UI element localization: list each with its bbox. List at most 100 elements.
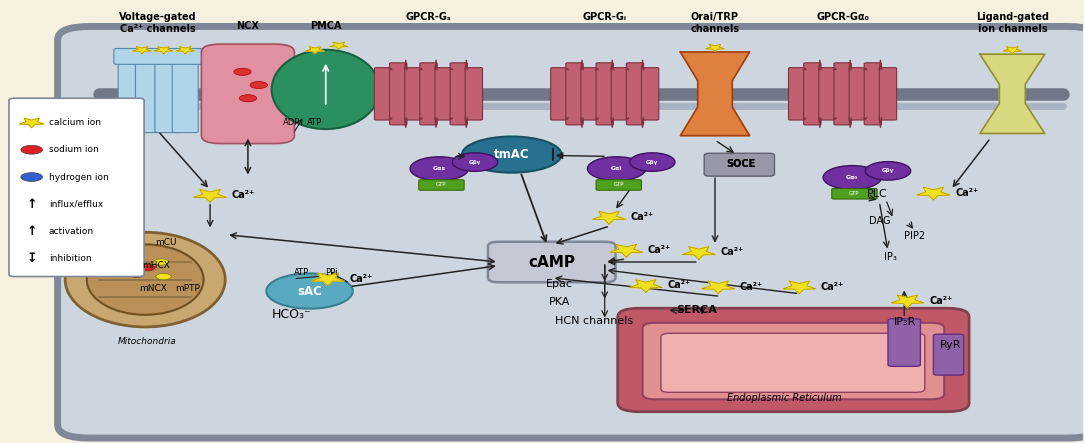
Text: IP₃: IP₃ <box>883 252 896 262</box>
Text: ↑: ↑ <box>26 198 37 211</box>
Circle shape <box>410 157 468 181</box>
Text: Epac: Epac <box>546 279 572 289</box>
Text: ↑: ↑ <box>26 225 37 238</box>
Text: Ca²⁺: Ca²⁺ <box>631 212 654 222</box>
Text: activation: activation <box>49 227 94 236</box>
FancyBboxPatch shape <box>118 55 144 132</box>
Text: Ligand-gated
ion channels: Ligand-gated ion channels <box>976 12 1049 34</box>
Text: SOCE: SOCE <box>726 159 756 169</box>
FancyBboxPatch shape <box>834 63 851 125</box>
Text: ATP: ATP <box>295 268 310 276</box>
Polygon shape <box>132 47 151 54</box>
Text: mCU: mCU <box>155 238 177 247</box>
Text: mHCX: mHCX <box>142 261 170 270</box>
Text: DAG: DAG <box>868 217 890 226</box>
FancyBboxPatch shape <box>879 68 896 120</box>
FancyBboxPatch shape <box>803 63 821 125</box>
FancyBboxPatch shape <box>418 180 464 190</box>
FancyBboxPatch shape <box>818 68 836 120</box>
Text: Ca²⁺: Ca²⁺ <box>929 296 953 306</box>
FancyBboxPatch shape <box>420 63 437 125</box>
Ellipse shape <box>87 245 204 315</box>
Circle shape <box>129 271 144 277</box>
Text: GTP: GTP <box>436 183 447 187</box>
Polygon shape <box>701 281 735 294</box>
Ellipse shape <box>65 232 225 327</box>
Text: SERCA: SERCA <box>676 305 717 315</box>
FancyBboxPatch shape <box>155 55 181 132</box>
Polygon shape <box>630 280 662 292</box>
Circle shape <box>121 258 137 264</box>
FancyBboxPatch shape <box>581 68 598 120</box>
FancyBboxPatch shape <box>9 98 144 276</box>
Polygon shape <box>154 47 172 54</box>
FancyBboxPatch shape <box>551 68 568 120</box>
Text: inhibition: inhibition <box>49 254 91 264</box>
FancyBboxPatch shape <box>389 63 406 125</box>
Text: sAC: sAC <box>297 284 322 298</box>
Text: Mitochondria: Mitochondria <box>118 337 177 346</box>
FancyBboxPatch shape <box>831 188 877 199</box>
FancyBboxPatch shape <box>57 27 1084 438</box>
FancyBboxPatch shape <box>933 334 964 375</box>
Text: Ca²⁺: Ca²⁺ <box>668 280 691 290</box>
Circle shape <box>823 166 881 189</box>
Text: Voltage-gated
Ca²⁺ channels: Voltage-gated Ca²⁺ channels <box>119 12 197 34</box>
Text: NCX: NCX <box>236 21 259 31</box>
Circle shape <box>140 264 155 271</box>
Circle shape <box>452 153 498 171</box>
Polygon shape <box>593 211 625 224</box>
Text: cAMP: cAMP <box>528 254 576 269</box>
Polygon shape <box>176 47 194 54</box>
FancyBboxPatch shape <box>114 48 203 64</box>
FancyBboxPatch shape <box>643 323 944 399</box>
Text: Gα₀: Gα₀ <box>847 175 859 180</box>
Text: ATP: ATP <box>308 118 323 128</box>
Circle shape <box>156 273 171 280</box>
Text: Ca²⁺: Ca²⁺ <box>740 282 763 291</box>
Text: Gβγ: Gβγ <box>646 159 658 164</box>
Text: GTP: GTP <box>849 191 860 196</box>
FancyBboxPatch shape <box>788 68 805 120</box>
Ellipse shape <box>462 136 562 173</box>
Text: GPCR-Gₛ: GPCR-Gₛ <box>405 12 451 23</box>
Text: Gαs: Gαs <box>433 166 446 171</box>
Polygon shape <box>682 247 715 259</box>
FancyBboxPatch shape <box>611 68 629 120</box>
FancyBboxPatch shape <box>374 68 391 120</box>
Text: hydrogen ion: hydrogen ion <box>49 172 108 182</box>
Circle shape <box>21 173 42 182</box>
FancyBboxPatch shape <box>566 63 583 125</box>
FancyBboxPatch shape <box>661 333 925 392</box>
Text: HCO₃⁻: HCO₃⁻ <box>271 308 311 321</box>
FancyBboxPatch shape <box>202 44 295 144</box>
Text: GTP: GTP <box>614 183 624 187</box>
Text: Ca²⁺: Ca²⁺ <box>955 188 978 198</box>
Text: PLC: PLC <box>867 189 888 199</box>
Text: Orai/TRP
channels: Orai/TRP channels <box>691 12 739 34</box>
Text: GPCR-Gᵢ: GPCR-Gᵢ <box>583 12 627 23</box>
FancyBboxPatch shape <box>888 319 920 366</box>
Text: Ca²⁺: Ca²⁺ <box>721 247 744 257</box>
Text: tmAC: tmAC <box>494 148 530 161</box>
Text: GPCR-Gα₀: GPCR-Gα₀ <box>816 12 869 23</box>
Text: IP₃R: IP₃R <box>894 317 916 327</box>
Circle shape <box>250 82 268 89</box>
Polygon shape <box>783 281 816 294</box>
Text: influx/efflux: influx/efflux <box>49 200 103 209</box>
FancyBboxPatch shape <box>864 63 881 125</box>
Text: calcium ion: calcium ion <box>49 118 101 127</box>
Text: Ca²⁺: Ca²⁺ <box>349 274 373 284</box>
Circle shape <box>267 273 352 309</box>
Text: mNCX: mNCX <box>139 284 167 293</box>
Polygon shape <box>891 295 924 308</box>
Text: Gβγ: Gβγ <box>468 159 481 164</box>
FancyBboxPatch shape <box>642 68 659 120</box>
Ellipse shape <box>272 50 379 129</box>
Polygon shape <box>610 245 643 257</box>
Text: mPTP: mPTP <box>175 284 199 293</box>
Circle shape <box>588 157 646 181</box>
Text: Endoplasmic Reticulum: Endoplasmic Reticulum <box>727 393 841 404</box>
FancyBboxPatch shape <box>705 153 774 176</box>
FancyBboxPatch shape <box>172 55 198 132</box>
